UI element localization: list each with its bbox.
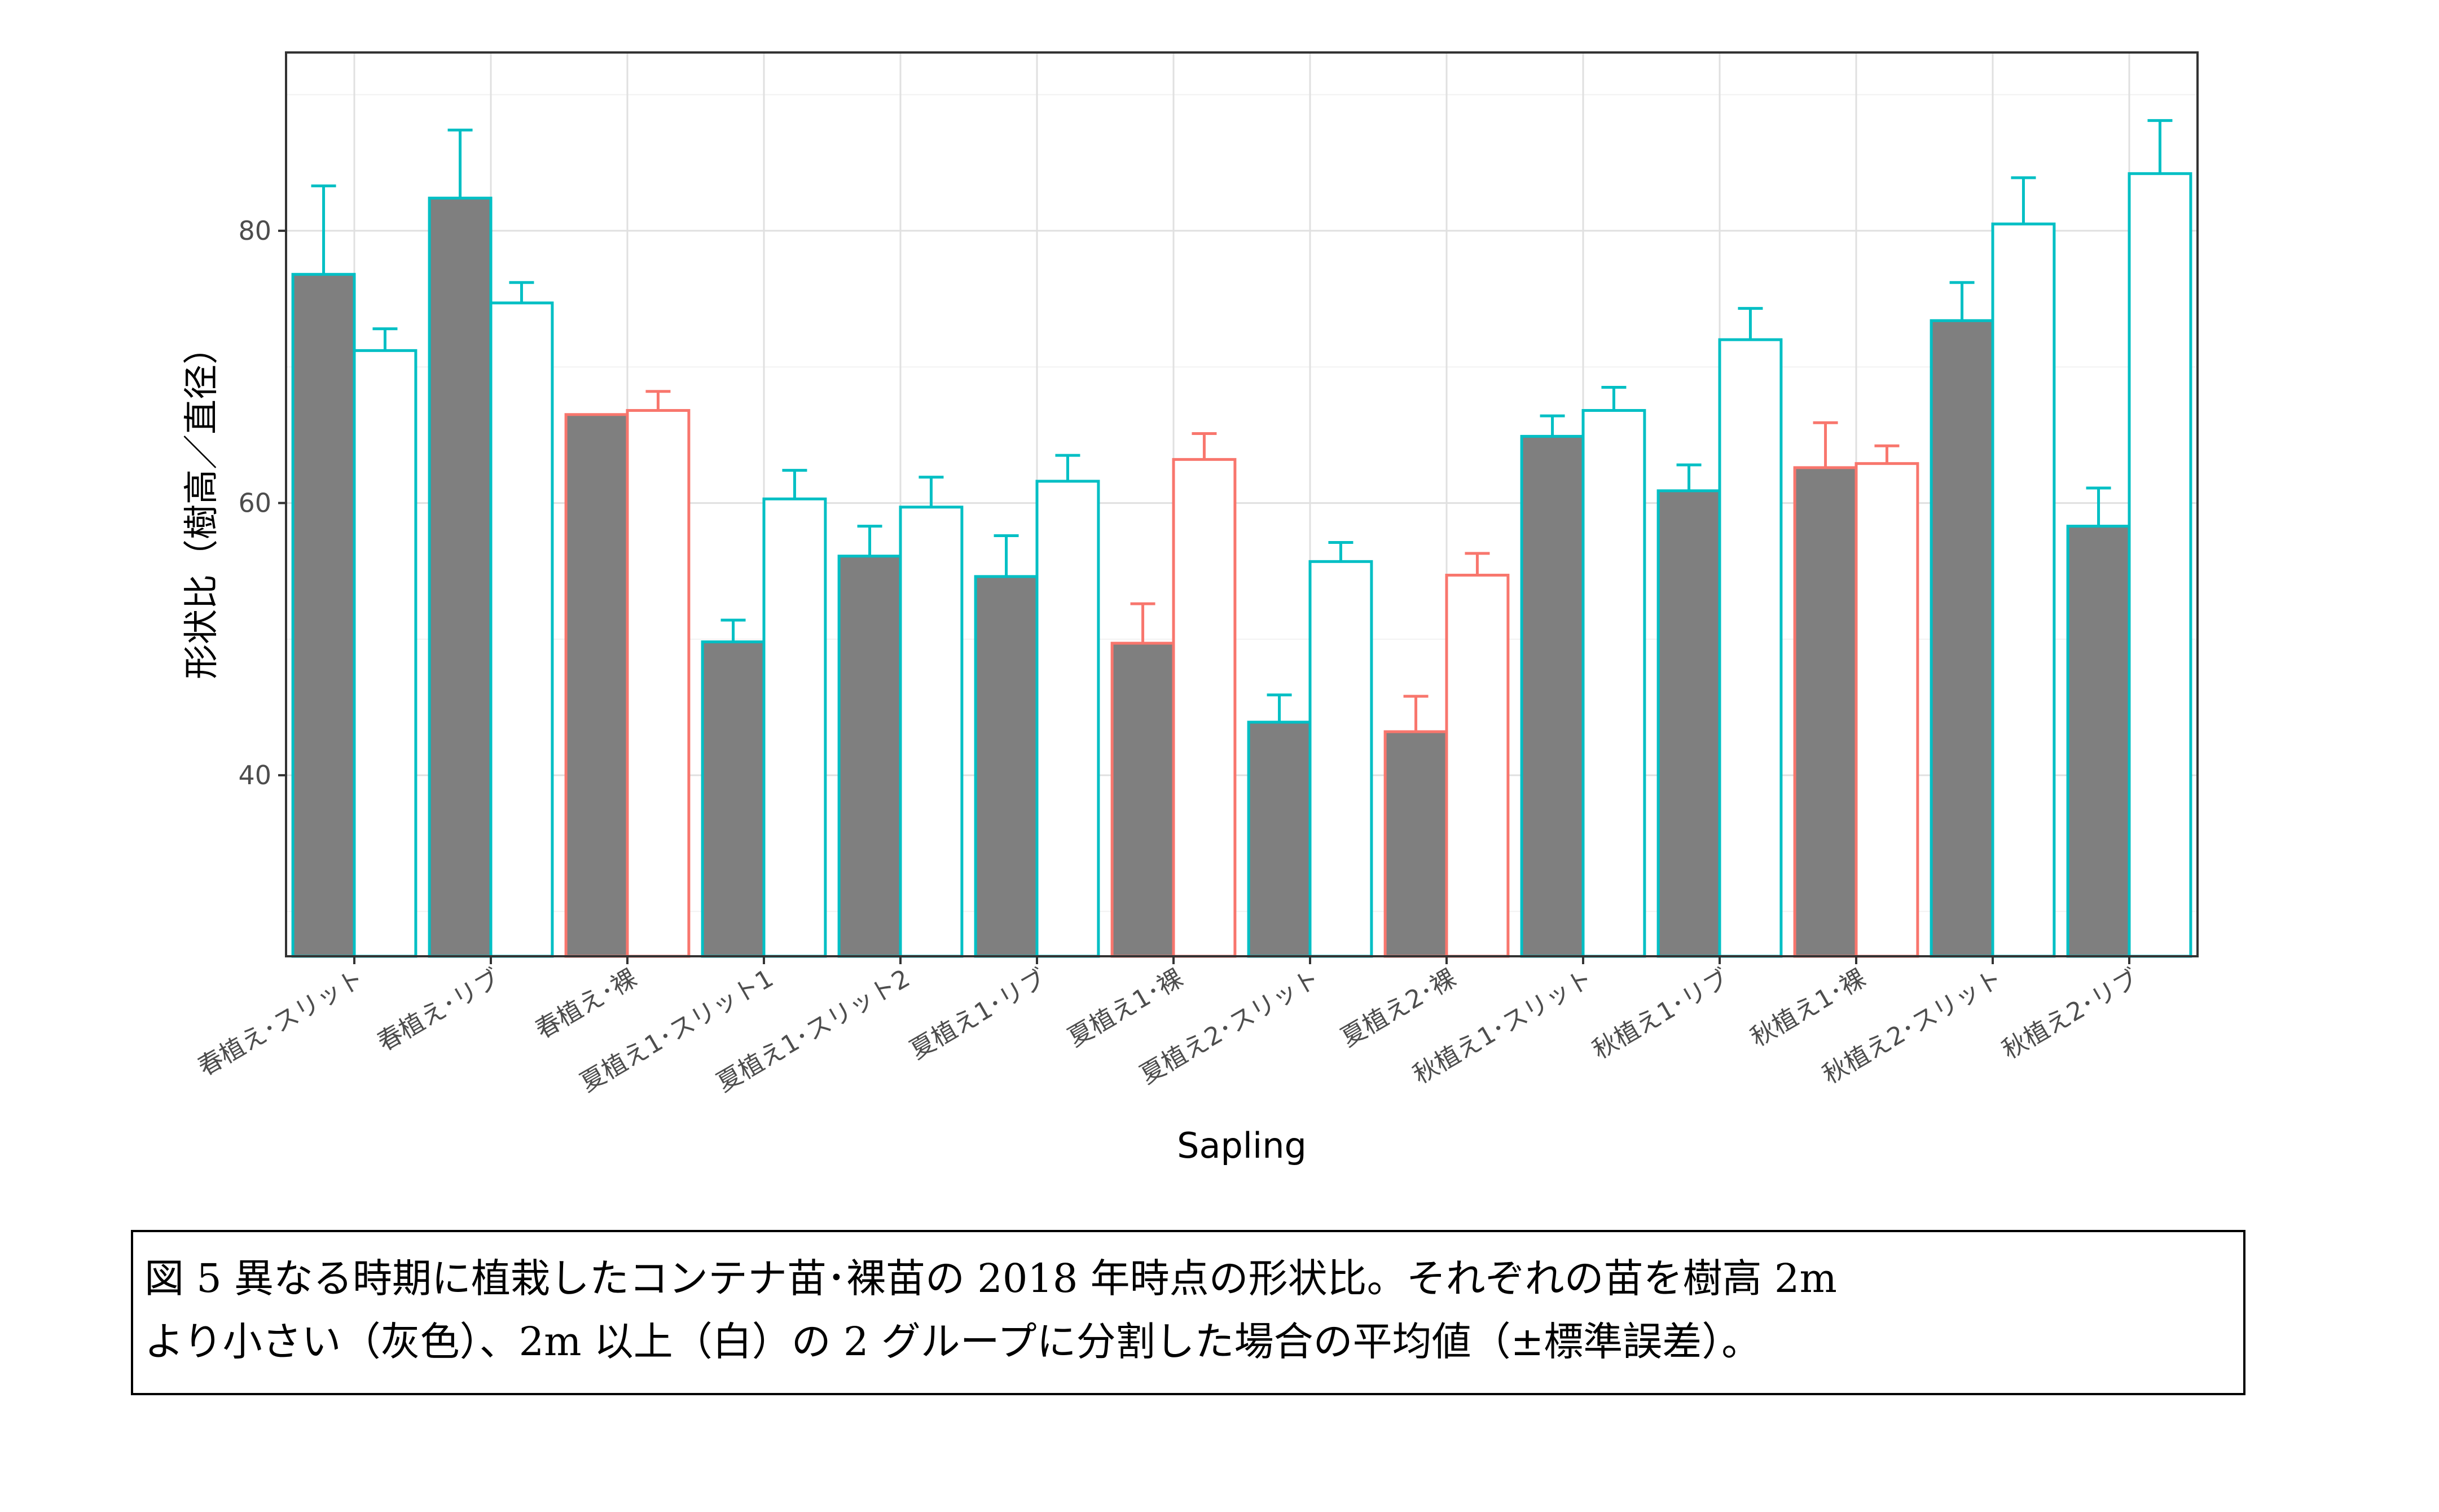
x-axis-title: Sapling (1177, 1125, 1307, 1166)
error-bars (311, 119, 2173, 732)
bar (1520, 434, 1585, 958)
x-tick-label: 秋植え2･リブ (1997, 964, 2143, 1065)
bar (1172, 458, 1237, 958)
bar (428, 196, 493, 958)
caption-line-1: 図 5 異なる時期に植栽したコンテナ苗･裸苗の 2018 年時点の形状比。それぞ… (144, 1255, 1837, 1302)
bar (1110, 641, 1175, 958)
bar (489, 301, 554, 958)
x-tick-label: 夏植え1･リブ (905, 964, 1051, 1065)
bar (564, 413, 629, 958)
bar (2066, 525, 2131, 958)
bar (1581, 409, 1646, 958)
x-tick-label: 春植え･リブ (372, 964, 505, 1057)
bar (1035, 480, 1100, 958)
bar (1793, 466, 1858, 958)
x-tick-label: 春植え･スリット (193, 964, 368, 1082)
bar (1247, 720, 1312, 958)
caption-text: 図 5 異なる時期に植栽したコンテナ苗･裸苗の 2018 年時点の形状比。それぞ… (144, 1247, 2243, 1373)
x-tick-label: 春植え･裸 (531, 964, 642, 1044)
x-tick-label: 夏植え1･裸 (1063, 964, 1188, 1052)
y-axis-title: 形状比（樹高／直径） (181, 329, 222, 679)
caption-line-2: より小さい（灰色）、2m 以上（白）の 2 グループに分割した場合の平均値（±標… (144, 1318, 1761, 1365)
bar (1445, 573, 1510, 958)
y-tick-label: 40 (238, 760, 271, 790)
bar (626, 409, 691, 958)
bar (974, 575, 1039, 958)
x-tick-label: 秋植え1･リブ (1588, 964, 1734, 1065)
y-tick-label: 80 (238, 216, 271, 246)
bars (291, 172, 2192, 958)
x-tick-label: 秋植え1･裸 (1746, 964, 1870, 1052)
bar (899, 506, 964, 958)
bar (2128, 172, 2192, 958)
bar (1930, 319, 1994, 958)
bar (701, 640, 766, 958)
bar (291, 272, 356, 958)
bar (1854, 462, 1919, 958)
bar (1718, 338, 1783, 958)
bar (762, 497, 827, 958)
y-tick-label: 60 (238, 488, 271, 518)
x-tick-label: 夏植え2･裸 (1336, 964, 1461, 1052)
bar (1991, 222, 2056, 958)
bar (1383, 730, 1448, 958)
bar (837, 555, 902, 958)
figure-caption: 図 5 異なる時期に植栽したコンテナ苗･裸苗の 2018 年時点の形状比。それぞ… (131, 1230, 2245, 1395)
bar (1656, 489, 1721, 958)
bar (1308, 560, 1373, 958)
bar (353, 349, 418, 958)
plot-panel-border (285, 51, 2199, 957)
